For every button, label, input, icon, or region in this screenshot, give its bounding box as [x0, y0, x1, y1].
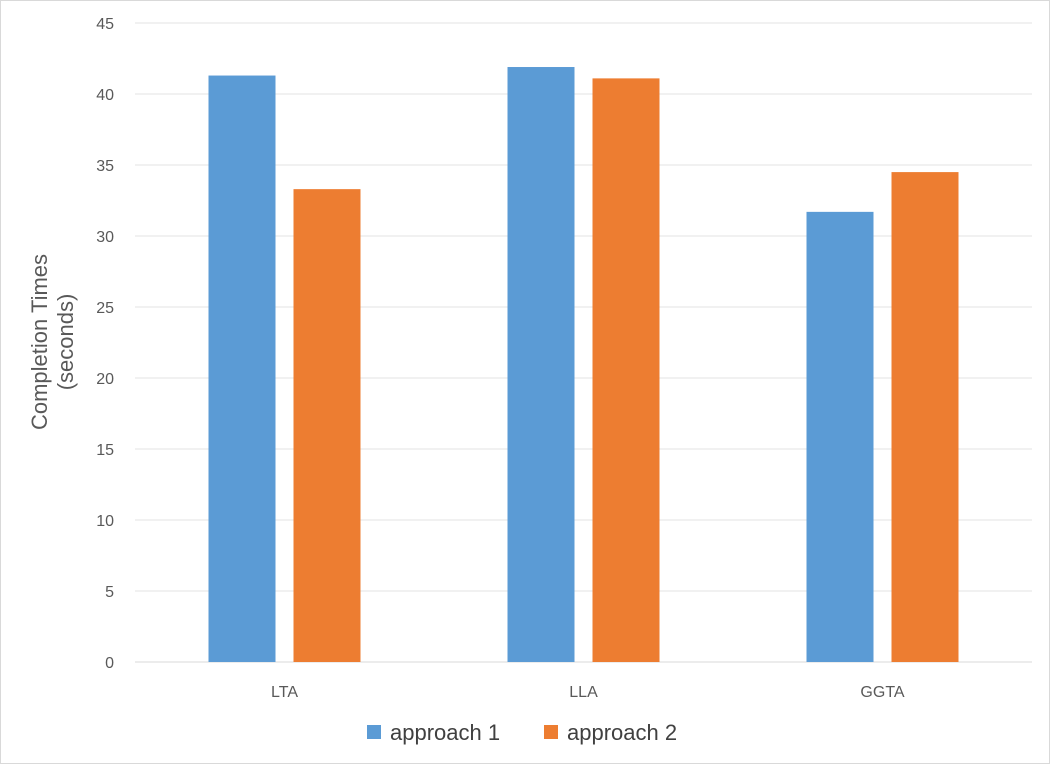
y-axis-label-line: Completion Times: [27, 254, 52, 430]
y-tick-label: 5: [105, 584, 114, 601]
legend-label: approach 1: [390, 720, 500, 745]
y-axis-ticks: 0 5 10 15 20 25 30 35 40 45: [96, 16, 114, 672]
y-tick-label: 30: [96, 229, 114, 246]
y-axis-label: Completion Times(seconds): [27, 254, 78, 430]
legend-swatch: [367, 725, 381, 739]
x-axis: LTA LLA GGTA: [271, 684, 905, 701]
gridlines: [135, 22, 1032, 663]
bar-approach-1-lla: [507, 67, 575, 662]
bars: [208, 67, 959, 663]
legend: approach 1 approach 2: [367, 720, 677, 745]
y-axis-title: Completion Times(seconds): [27, 254, 78, 430]
y-axis-label-line: (seconds): [53, 294, 78, 391]
y-tick-label: 0: [105, 655, 114, 672]
bar-approach-1-ggta: [806, 211, 874, 663]
x-tick-label: GGTA: [860, 684, 904, 701]
bar-approach-2-lta: [293, 189, 361, 662]
y-tick-label: 10: [96, 513, 114, 530]
y-tick-label: 35: [96, 158, 114, 175]
legend-swatch: [544, 725, 558, 739]
y-tick-label: 25: [96, 300, 114, 317]
x-tick-label: LLA: [569, 684, 598, 701]
bar-approach-2-ggta: [891, 172, 959, 662]
y-tick-label: 45: [96, 16, 114, 33]
bar-approach-2-lla: [592, 78, 660, 662]
x-tick-label: LTA: [271, 684, 298, 701]
y-tick-label: 40: [96, 87, 114, 104]
bar-approach-1-lta: [208, 75, 276, 663]
legend-label: approach 2: [567, 720, 677, 745]
y-tick-label: 15: [96, 442, 114, 459]
y-tick-label: 20: [96, 371, 114, 388]
